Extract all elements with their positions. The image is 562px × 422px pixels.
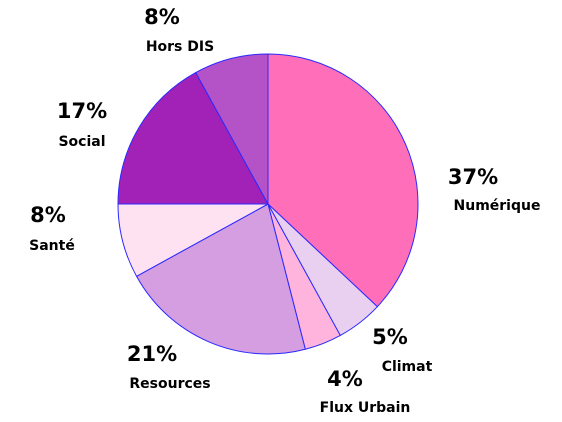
pie-slice [195, 53, 269, 205]
slice-value-label: 37% [448, 165, 498, 189]
slice-label: Santé [29, 238, 75, 254]
slice-label: Hors DIS [146, 39, 214, 55]
pie-slice [117, 71, 269, 205]
slice-value-label: 8% [144, 5, 180, 29]
slice-value-label: 5% [372, 325, 408, 349]
slice-value-label: 17% [57, 99, 107, 123]
slice-value-label: 4% [327, 367, 363, 391]
slice-value-label: 8% [30, 203, 66, 227]
slice-label: Numérique [454, 198, 541, 214]
slice-label: Climat [382, 359, 433, 375]
slice-value-label: 21% [127, 342, 177, 366]
slice-label: Resources [129, 376, 210, 392]
slice-label: Flux Urbain [320, 400, 411, 416]
pie-slice [135, 203, 306, 355]
pie-slice [267, 53, 419, 308]
slice-label: Social [58, 134, 105, 150]
